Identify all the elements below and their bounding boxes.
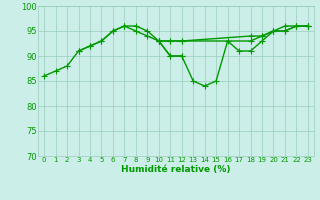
X-axis label: Humidité relative (%): Humidité relative (%) — [121, 165, 231, 174]
